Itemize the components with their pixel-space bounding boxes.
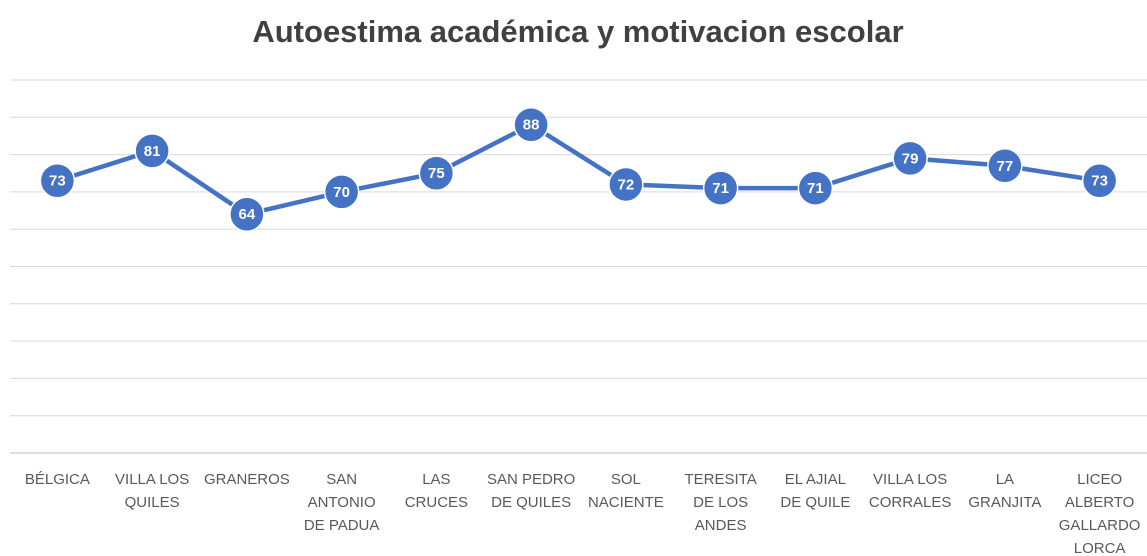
- marker: [702, 170, 739, 206]
- data-label: 64: [239, 206, 256, 223]
- chart-title: Autoestima académica y motivacion escola…: [252, 14, 903, 49]
- x-tick-label: LAS CRUCES: [405, 471, 468, 511]
- x-tick-label: VILLA LOS QUILES: [115, 471, 189, 511]
- marker: [513, 107, 549, 143]
- marker: [39, 162, 76, 199]
- data-label: 75: [428, 165, 445, 182]
- x-tick-label: TERESITA DE LOS ANDES: [685, 471, 757, 534]
- x-tick-label: BÉLGICA: [25, 471, 90, 488]
- x-tick-label: SAN ANTONIO DE PADUA: [304, 471, 380, 534]
- marker: [418, 155, 455, 191]
- x-tick-label: SOL NACIENTE: [588, 471, 664, 511]
- x-tick-label: LA GRANJITA: [968, 471, 1041, 511]
- marker: [323, 174, 360, 210]
- x-tick-label: VILLA LOS CORRALES: [869, 471, 952, 511]
- marker: [229, 196, 265, 233]
- marker: [1081, 162, 1118, 199]
- x-tick-label: EL AJIAL DE QUILE: [780, 471, 850, 511]
- x-tick-label: SAN PEDRO DE QUILES: [487, 471, 575, 511]
- data-label: 71: [807, 180, 824, 197]
- x-tick-label: GRANEROS: [204, 471, 290, 488]
- data-label: 71: [712, 180, 729, 197]
- marker: [608, 166, 644, 203]
- data-label: 79: [902, 150, 919, 167]
- data-label: 70: [333, 184, 350, 201]
- x-tick-label: LICEO ALBERTO GALLARDO LORCA: [1059, 471, 1141, 556]
- line: [56, 122, 1100, 217]
- marker: [134, 133, 170, 169]
- marker: [987, 148, 1023, 184]
- data-label: 73: [1091, 173, 1108, 190]
- data-label: 72: [618, 176, 635, 193]
- marker: [797, 170, 834, 206]
- data-label: 77: [997, 158, 1014, 175]
- data-label: 81: [144, 143, 161, 160]
- data-label: 73: [49, 173, 66, 190]
- marker: [892, 140, 928, 177]
- data-label: 88: [523, 117, 540, 134]
